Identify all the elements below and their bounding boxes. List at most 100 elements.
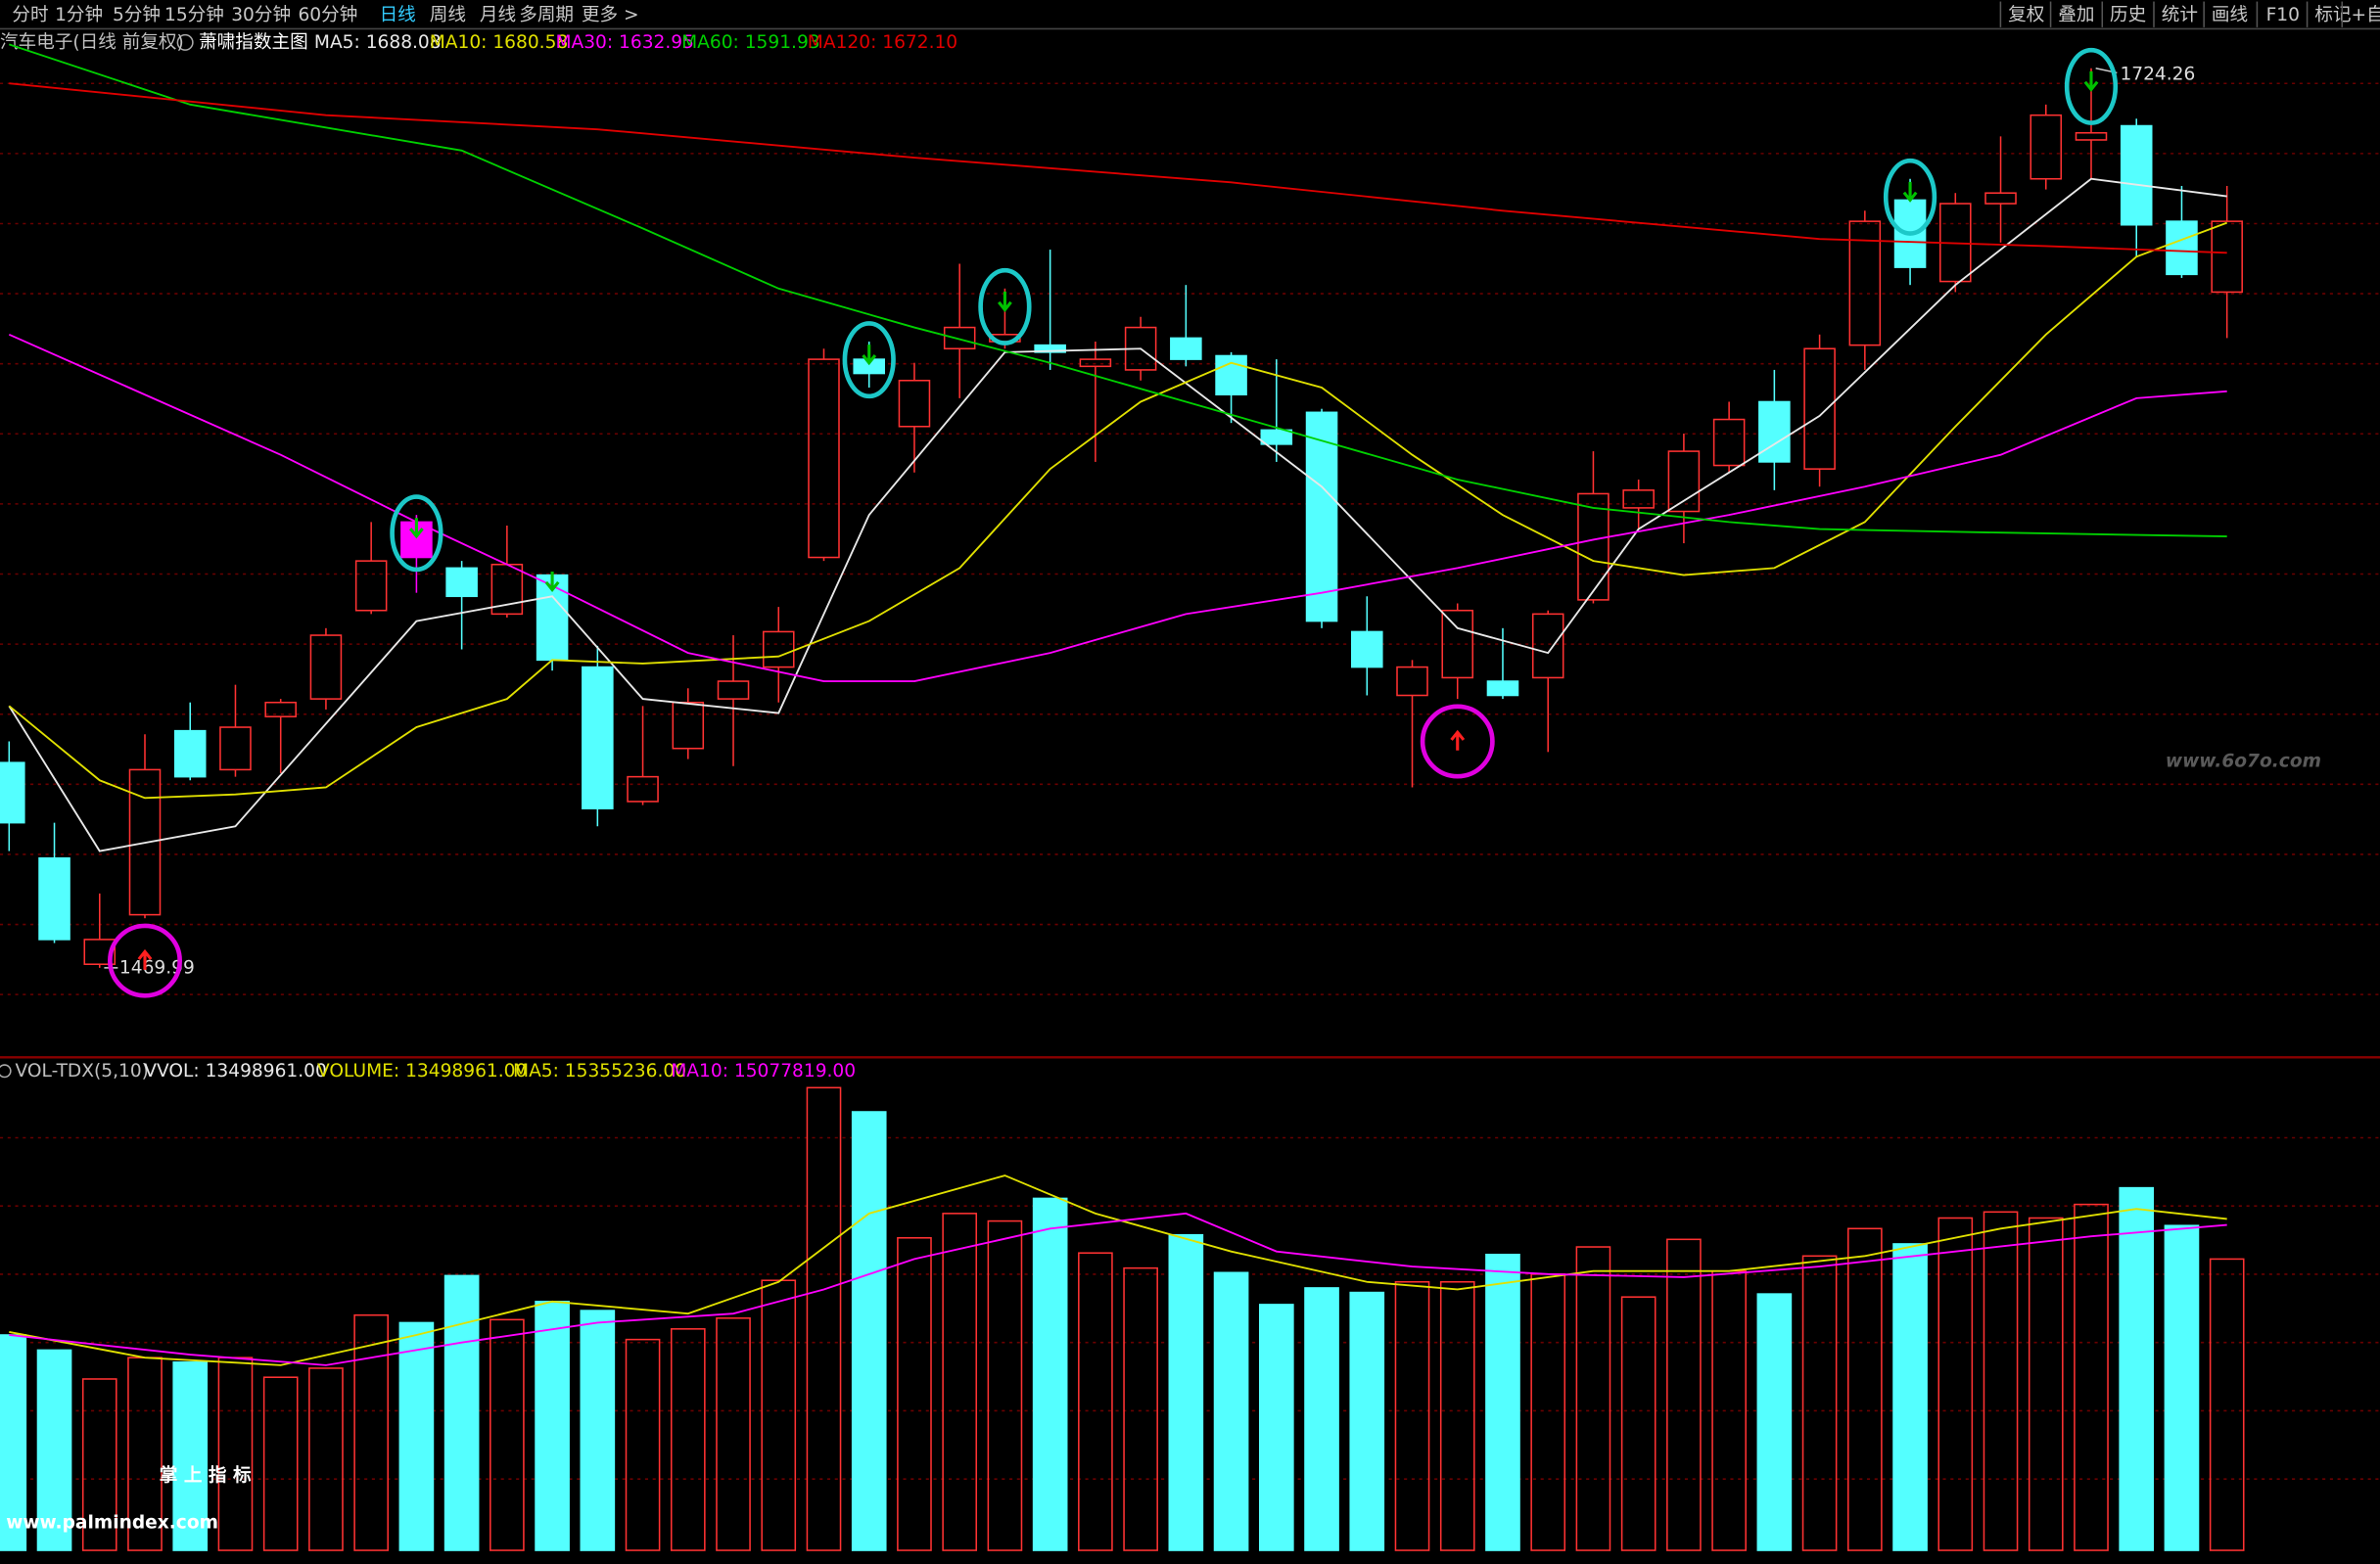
sell-arrow bbox=[544, 571, 560, 593]
volume-bar bbox=[490, 1318, 525, 1551]
sell-arrow bbox=[862, 345, 877, 366]
candle-body bbox=[264, 701, 297, 717]
ma-line bbox=[9, 82, 2227, 254]
volume-bar bbox=[172, 1361, 209, 1551]
candle-body bbox=[762, 630, 795, 668]
period-tab[interactable]: 更多 > bbox=[582, 5, 639, 25]
period-tab[interactable]: 30分钟 bbox=[231, 5, 291, 25]
tool-button[interactable]: F10 bbox=[2266, 5, 2300, 25]
volume-bar bbox=[81, 1378, 117, 1551]
period-tab[interactable]: 周线 bbox=[430, 5, 466, 25]
volume-legend: VVOL: 13498961.00 bbox=[144, 1061, 327, 1081]
volume-ma-line bbox=[9, 1174, 2227, 1366]
sell-signal-ring bbox=[842, 321, 896, 399]
candle-body bbox=[1803, 347, 1836, 470]
candle-body bbox=[2166, 220, 2198, 276]
candle-body bbox=[672, 701, 705, 750]
period-tab[interactable]: 月线 bbox=[480, 5, 516, 25]
volume-ma-line bbox=[9, 1212, 2227, 1366]
sell-signal-ring bbox=[390, 494, 443, 573]
candle-body bbox=[2120, 124, 2153, 226]
tool-button[interactable]: 叠加 bbox=[2058, 5, 2094, 25]
tool-button[interactable]: 画线 bbox=[2212, 5, 2248, 25]
volume-bar bbox=[1485, 1253, 1520, 1551]
candle-body bbox=[2211, 220, 2243, 294]
candle-body bbox=[128, 768, 162, 916]
period-tab[interactable]: 1分钟 bbox=[55, 5, 103, 25]
candle-body bbox=[1350, 630, 1383, 668]
candle-body bbox=[1486, 680, 1519, 697]
candle-body bbox=[1577, 492, 1610, 601]
volume-bar bbox=[0, 1334, 27, 1551]
candle-body bbox=[1984, 192, 2017, 205]
chart-title: 汽车电子(日线 前复权) bbox=[0, 32, 184, 53]
volume-bar bbox=[1394, 1280, 1430, 1551]
candle-body bbox=[1531, 613, 1564, 679]
volume-bar bbox=[1123, 1266, 1158, 1551]
indicator-icon bbox=[176, 33, 194, 51]
volume-bar bbox=[1892, 1243, 1928, 1551]
volume-legend: MA5: 15355236.00 bbox=[513, 1061, 686, 1081]
candle-body bbox=[2030, 114, 2063, 180]
candle-body bbox=[1215, 354, 1247, 396]
candle-body bbox=[943, 326, 976, 350]
volume-bar bbox=[535, 1301, 570, 1551]
candle-body bbox=[1848, 220, 1882, 346]
volume-bar bbox=[1168, 1233, 1204, 1551]
volume-bar bbox=[1756, 1293, 1793, 1551]
volume-bar bbox=[1213, 1271, 1249, 1551]
tool-button[interactable]: 历史 bbox=[2110, 5, 2146, 25]
candle-body bbox=[1170, 337, 1202, 360]
tool-button[interactable]: 复权 bbox=[2008, 5, 2044, 25]
volume-bar bbox=[2164, 1224, 2200, 1551]
watermark-url: www.palmindex.com bbox=[6, 1513, 218, 1534]
volume-bar bbox=[761, 1279, 797, 1551]
sell-signal-ring bbox=[2064, 47, 2119, 125]
period-tab[interactable]: 15分钟 bbox=[164, 5, 224, 25]
ma-line bbox=[8, 177, 2227, 852]
candle-body bbox=[1712, 418, 1746, 467]
period-tab[interactable]: 60分钟 bbox=[298, 5, 357, 25]
candle-body bbox=[627, 775, 659, 803]
candle-body bbox=[808, 358, 840, 559]
buy-arrow bbox=[1450, 729, 1466, 751]
candle-body bbox=[1441, 609, 1474, 679]
volume-bar bbox=[353, 1313, 389, 1551]
period-tab[interactable]: 5分钟 bbox=[113, 5, 161, 25]
tool-button[interactable]: 标记 bbox=[2314, 5, 2351, 25]
watermark-brand: 掌 上 指 标 bbox=[160, 1465, 252, 1487]
candle-body bbox=[83, 939, 117, 965]
sell-signal-ring bbox=[1883, 158, 1937, 236]
sell-signal-ring bbox=[978, 267, 1032, 345]
ma-legend: MA10: 1680.58 bbox=[430, 32, 569, 53]
candle-body bbox=[173, 729, 207, 778]
volume-bar bbox=[2119, 1186, 2155, 1551]
candle-body bbox=[309, 634, 343, 700]
ma-legend: MA120: 1672.10 bbox=[808, 32, 957, 53]
sell-arrow bbox=[408, 518, 424, 539]
volume-bar bbox=[443, 1274, 480, 1551]
buy-arrow bbox=[137, 948, 153, 970]
volume-bar bbox=[1937, 1217, 1974, 1551]
ma-legend: MA5: 1688.08 bbox=[314, 32, 442, 53]
volume-bar bbox=[580, 1310, 616, 1551]
volume-bar bbox=[716, 1317, 751, 1551]
volume-bar bbox=[1620, 1296, 1657, 1551]
sell-arrow bbox=[2083, 70, 2099, 92]
volume-bar bbox=[262, 1376, 299, 1551]
volume-bar bbox=[625, 1338, 661, 1551]
candle-body bbox=[354, 560, 388, 612]
volume-bar bbox=[1078, 1252, 1113, 1551]
watermark-site: www.6o7o.com bbox=[2166, 752, 2321, 772]
volume-legend: VOLUME: 13498961.00 bbox=[317, 1061, 527, 1081]
tool-button[interactable]: +自 bbox=[2352, 5, 2380, 25]
period-tab[interactable]: 分时 bbox=[12, 5, 48, 25]
indicator-name: 萧啸指数主图 bbox=[199, 32, 308, 53]
candle-body bbox=[1622, 489, 1655, 509]
period-tab[interactable]: 日线 bbox=[380, 5, 416, 25]
period-tab[interactable]: 多周期 bbox=[519, 5, 574, 25]
volume-bar bbox=[942, 1213, 978, 1551]
volume-bar bbox=[1032, 1197, 1068, 1551]
tool-button[interactable]: 统计 bbox=[2162, 5, 2198, 25]
